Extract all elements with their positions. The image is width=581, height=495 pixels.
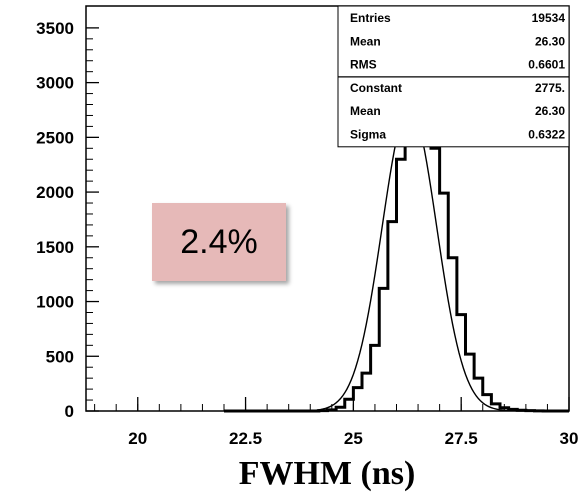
- y-tick-label: 1000: [36, 293, 74, 312]
- y-tick-label: 0: [65, 402, 74, 421]
- histogram-bin: [422, 110, 431, 411]
- stats-row-label: Mean: [350, 34, 381, 48]
- stats-row-value: 26.30: [535, 34, 565, 48]
- stats-row-value: 26.30: [535, 104, 565, 118]
- stats-row-value: 2775.: [535, 81, 565, 95]
- y-tick-label: 500: [46, 347, 74, 366]
- x-axis-tick-labels: 20 22.5 25 27.5 30: [128, 429, 578, 448]
- histogram-bin: [414, 105, 423, 411]
- histogram-bin: [440, 193, 449, 411]
- y-tick-label: 2000: [36, 183, 74, 202]
- stats-row-label: RMS: [350, 58, 377, 72]
- y-tick-label: 2500: [36, 128, 74, 147]
- y-tick-label: 3500: [36, 19, 74, 38]
- histogram-bin: [371, 345, 380, 411]
- histogram-bin: [379, 288, 388, 411]
- stats-row-value: 0.6322: [528, 128, 565, 142]
- stats-row-label: Mean: [350, 104, 381, 118]
- plot-frame: [85, 5, 570, 412]
- x-tick-label: 30: [560, 429, 579, 448]
- histogram-bin: [362, 373, 371, 411]
- x-tick-label: 25: [344, 429, 363, 448]
- histogram-bin: [388, 222, 397, 411]
- histogram-bin: [345, 399, 354, 411]
- stats-row-label: Entries: [350, 11, 391, 25]
- y-axis-tick-labels: 0 500 1000 1500 2000 2500 3000 3500: [36, 19, 74, 421]
- histogram-bin: [405, 118, 414, 411]
- histogram-bin: [466, 354, 475, 411]
- resolution-annotation: 2.4%: [152, 203, 286, 281]
- x-tick-label: 20: [128, 429, 147, 448]
- stats-row-value: 0.6601: [528, 58, 565, 72]
- y-tick-label: 3000: [36, 74, 74, 93]
- y-tick-label: 1500: [36, 238, 74, 257]
- histogram-bin: [431, 148, 440, 411]
- x-tick-label: 27.5: [445, 429, 478, 448]
- histogram-bin: [397, 159, 406, 411]
- y-axis-ticks: [86, 27, 99, 412]
- x-tick-label: 22.5: [229, 429, 262, 448]
- histogram-bin: [483, 395, 492, 411]
- stats-row-label: Sigma: [350, 128, 386, 142]
- stats-row-value: 19534: [532, 11, 566, 25]
- histogram-bin: [448, 258, 457, 411]
- histogram-bin: [353, 388, 362, 411]
- x-axis-label: FWHM (ns): [239, 455, 416, 492]
- stats-box: Entries 19534 Mean 26.30 RMS 0.6601 Constant 27…: [337, 5, 570, 148]
- stats-row-label: Constant: [350, 81, 402, 95]
